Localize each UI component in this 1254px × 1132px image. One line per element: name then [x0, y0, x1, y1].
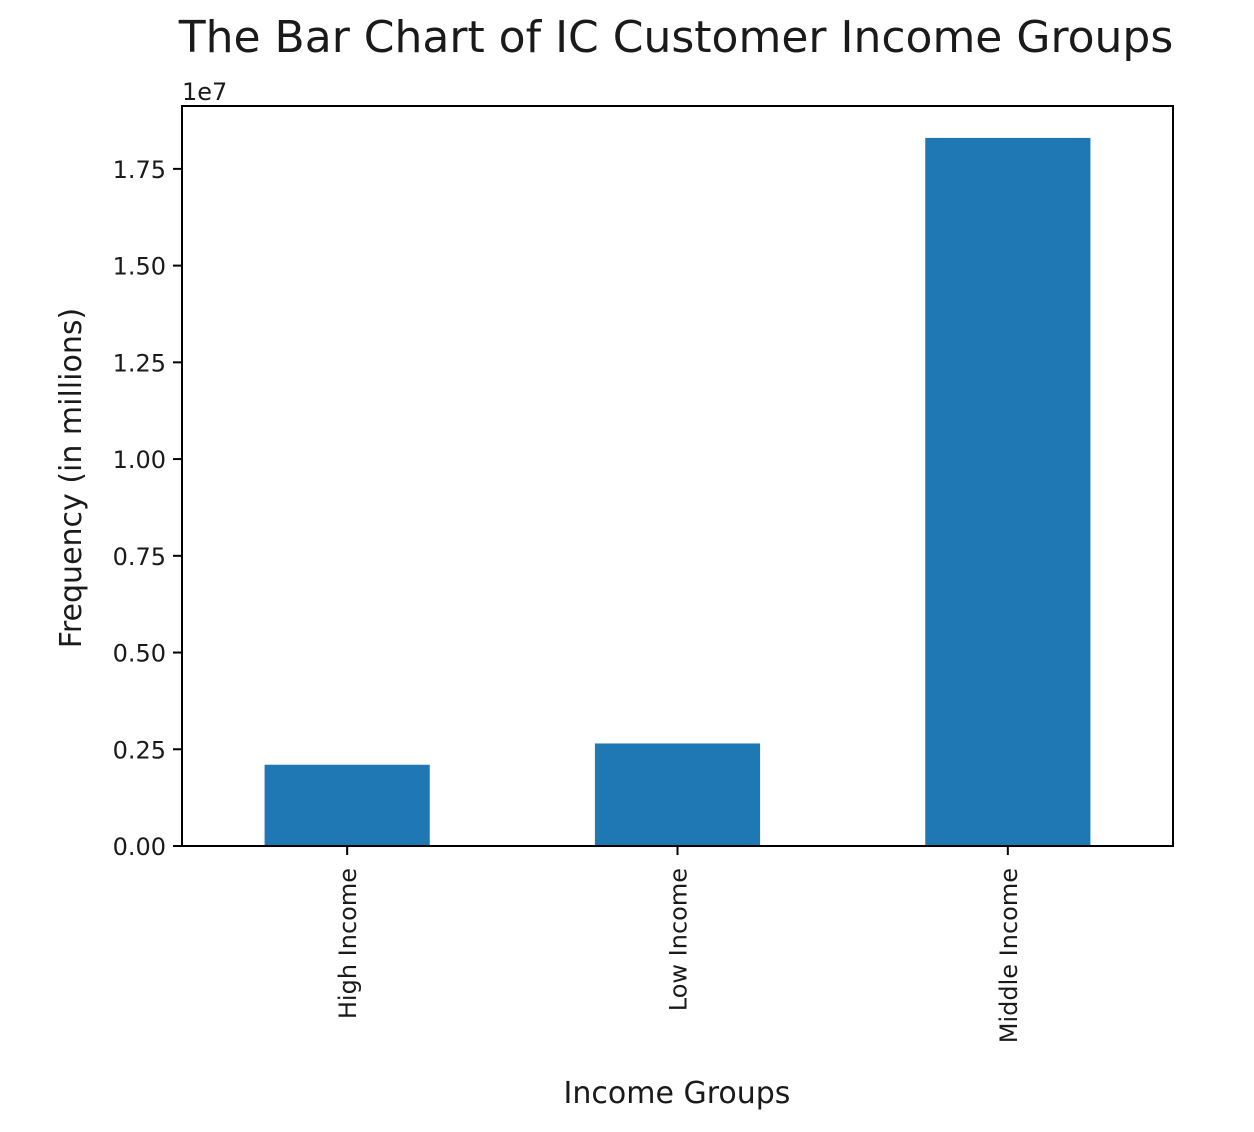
x-axis-ticks: High Income Low Income Middle Income [334, 846, 1023, 1043]
bars-group [264, 137, 1091, 846]
chart-title: The Bar Chart of IC Customer Income Grou… [178, 12, 1174, 63]
y-axis-label: Frequency (in millions) [54, 308, 89, 648]
y-tick-label: 0.00 [113, 833, 166, 861]
x-tick-label: Middle Income [995, 868, 1023, 1043]
y-tick-label: 1.75 [113, 156, 166, 184]
y-tick-label: 1.00 [113, 446, 166, 474]
y-axis-ticks: 0.00 0.25 0.50 0.75 1.00 1.25 1.50 1.75 [113, 156, 182, 861]
bar-high-income [264, 764, 430, 846]
x-tick-label: High Income [334, 868, 362, 1019]
y-tick-label: 1.50 [113, 253, 166, 281]
y-tick-label: 0.50 [113, 640, 166, 668]
bar-middle-income [925, 137, 1091, 846]
y-axis-offset-label: 1e7 [182, 78, 227, 106]
x-axis-label: Income Groups [564, 1076, 791, 1111]
plot-frame [181, 105, 1174, 847]
y-tick-label: 0.75 [113, 543, 166, 571]
x-tick-label: Low Income [665, 868, 693, 1011]
y-tick-label: 1.25 [113, 349, 166, 377]
bar-low-income [594, 743, 761, 846]
y-tick-label: 0.25 [113, 736, 166, 764]
